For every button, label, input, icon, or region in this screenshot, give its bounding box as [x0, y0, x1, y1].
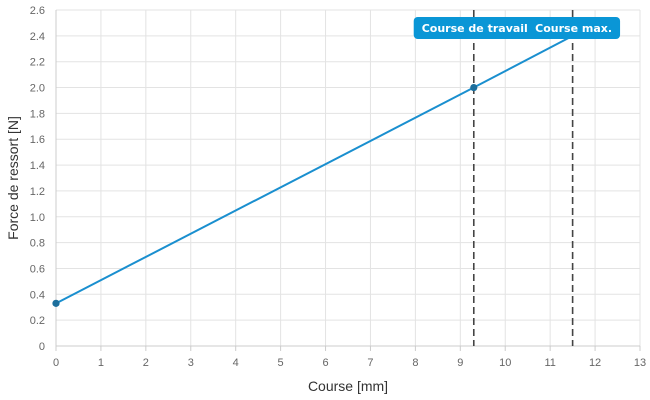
y-tick-label: 0.6 — [30, 263, 45, 275]
data-point — [52, 299, 60, 307]
x-tick-label: 3 — [188, 357, 194, 369]
x-tick-label: 10 — [499, 357, 511, 369]
grid — [55, 9, 641, 347]
axes — [55, 10, 641, 351]
data-point — [470, 83, 478, 92]
marker-label-box — [413, 17, 536, 39]
marker-label: Course de travail — [413, 17, 536, 39]
y-tick-label: 0.2 — [30, 315, 45, 327]
y-tick-label: 0.8 — [30, 238, 45, 250]
y-tick-label: 1.0 — [30, 212, 45, 224]
x-tick-label: 7 — [367, 357, 373, 369]
y-axis-title: Force de ressort [N] — [5, 116, 21, 240]
marker-labels: Course de travail Course max. — [413, 17, 621, 39]
marker-label-text: Course de travail — [422, 22, 528, 35]
x-tick-label: 12 — [589, 357, 601, 369]
y-tick-label: 1.6 — [30, 134, 45, 146]
x-tick-label: 8 — [412, 357, 418, 369]
y-tick-label: 0.4 — [30, 289, 45, 301]
y-tick-label: 2.2 — [30, 57, 45, 69]
x-tick-label: 5 — [278, 357, 284, 369]
x-axis-title: Course [mm] — [308, 378, 388, 394]
y-tick-label: 2.4 — [30, 31, 45, 43]
y-tick-label: 1.2 — [30, 186, 45, 198]
x-tick-label: 4 — [233, 357, 239, 369]
marker-label-box — [527, 17, 621, 39]
x-tick-label: 2 — [143, 357, 149, 369]
x-tick-label: 1 — [98, 357, 104, 369]
series-line — [55, 34, 574, 305]
y-tick-label: 1.4 — [30, 160, 45, 172]
x-tick-label: 13 — [634, 357, 646, 369]
stroke-markers — [472, 10, 574, 346]
x-tick-label: 11 — [544, 357, 555, 369]
y-tick-label: 2.6 — [30, 5, 45, 17]
y-tick-label: 1.8 — [30, 108, 45, 120]
marker-label-text: Course max. — [535, 22, 612, 35]
tick-labels: 0 1 2 3 4 5 6 7 8 9 10 11 12 1300.20.40.60.81.01.21.4… — [30, 5, 646, 369]
series-layer — [52, 34, 574, 307]
x-tick-label: 0 — [53, 357, 59, 369]
x-tick-label: 9 — [457, 357, 463, 369]
y-tick-label: 0 — [39, 341, 45, 353]
marker-label: Course max. — [527, 17, 621, 39]
x-tick-label: 6 — [322, 357, 328, 369]
y-tick-label: 2.0 — [30, 83, 45, 95]
